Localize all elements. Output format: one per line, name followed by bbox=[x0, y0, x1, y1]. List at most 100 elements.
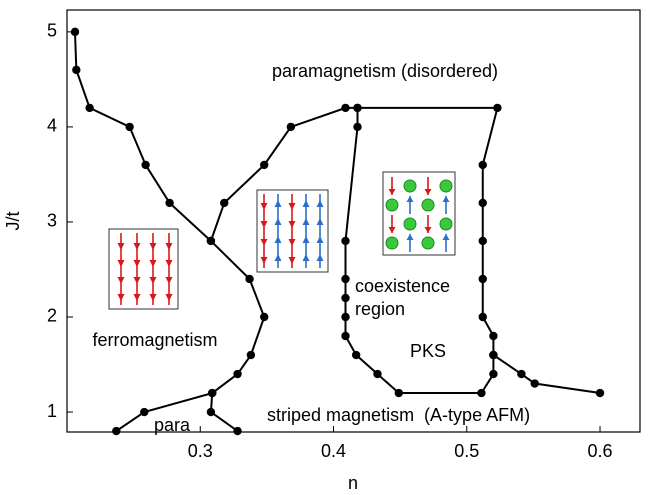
data-point bbox=[125, 122, 134, 132]
arrow-head bbox=[260, 257, 268, 264]
x-tick-label: 0.6 bbox=[588, 441, 613, 461]
data-point bbox=[517, 369, 526, 379]
annotation: para bbox=[154, 415, 191, 435]
atom bbox=[385, 198, 399, 212]
arrow-head bbox=[406, 196, 414, 202]
arrow-head bbox=[117, 277, 125, 284]
atom bbox=[439, 179, 453, 193]
data-point bbox=[530, 379, 539, 388]
data-point bbox=[478, 274, 487, 284]
y-tick-label: 1 bbox=[47, 401, 57, 421]
data-point bbox=[373, 369, 382, 379]
data-point bbox=[477, 388, 486, 398]
arrow-head bbox=[302, 200, 310, 207]
x-tick-label: 0.5 bbox=[454, 441, 479, 461]
phase-boundary bbox=[492, 354, 601, 395]
arrow-head bbox=[117, 260, 125, 267]
arrow-head bbox=[288, 239, 296, 246]
data-point bbox=[478, 312, 487, 322]
arrow-head bbox=[260, 203, 268, 210]
spin-arrow bbox=[406, 196, 414, 214]
arrow-head bbox=[274, 218, 282, 225]
data-point bbox=[141, 160, 150, 170]
spin-arrow bbox=[388, 177, 396, 195]
data-point bbox=[341, 331, 350, 341]
annotation: ferromagnetism bbox=[92, 330, 217, 350]
data-point bbox=[353, 122, 362, 132]
data-point bbox=[493, 103, 502, 113]
arrow-head bbox=[316, 200, 324, 207]
y-tick-label: 3 bbox=[47, 211, 57, 231]
data-point bbox=[233, 426, 242, 436]
arrow-head bbox=[302, 236, 310, 243]
arrow-head bbox=[149, 277, 157, 284]
data-point bbox=[394, 388, 404, 398]
annotation: striped magnetism (A-type AFM) bbox=[267, 405, 530, 425]
arrow-head bbox=[424, 189, 432, 195]
phase-boundary bbox=[73, 31, 266, 432]
data-point bbox=[246, 350, 256, 360]
data-point bbox=[341, 293, 350, 303]
data-point bbox=[595, 388, 605, 398]
arrow-head bbox=[442, 196, 450, 202]
annotation: region bbox=[355, 299, 405, 319]
arrow-head bbox=[260, 221, 268, 228]
arrow-head bbox=[302, 254, 310, 261]
arrow-head bbox=[149, 243, 157, 250]
y-tick-label: 4 bbox=[47, 116, 57, 136]
arrow-head bbox=[288, 203, 296, 210]
arrow-head bbox=[274, 254, 282, 261]
data-point bbox=[341, 236, 350, 246]
spin-arrow bbox=[406, 234, 414, 252]
arrow-head bbox=[288, 257, 296, 264]
arrow-head bbox=[165, 260, 173, 267]
arrow-head bbox=[316, 236, 324, 243]
data-point bbox=[112, 426, 121, 436]
plot-frame bbox=[66, 9, 641, 433]
atom bbox=[421, 236, 435, 250]
data-point bbox=[260, 160, 269, 170]
arrow-head bbox=[133, 260, 141, 267]
y-tick-label: 5 bbox=[47, 21, 57, 41]
data-point bbox=[206, 407, 216, 417]
data-point bbox=[341, 312, 350, 322]
arrow-head bbox=[406, 234, 414, 240]
phase-boundary bbox=[209, 106, 499, 356]
annotation: coexistence bbox=[355, 276, 450, 296]
arrow-head bbox=[133, 294, 141, 301]
data-point bbox=[72, 65, 81, 75]
y-tick-label: 2 bbox=[47, 306, 57, 326]
data-point bbox=[286, 122, 296, 132]
data-point bbox=[233, 369, 242, 379]
atom bbox=[403, 179, 417, 193]
arrow-head bbox=[288, 221, 296, 228]
arrow-head bbox=[149, 260, 157, 267]
data-point bbox=[489, 350, 498, 360]
atom bbox=[385, 236, 399, 250]
arrow-head bbox=[388, 227, 396, 233]
data-point bbox=[351, 350, 361, 360]
data-point bbox=[165, 198, 174, 208]
annotation: PKS bbox=[410, 341, 446, 361]
arrow-head bbox=[302, 218, 310, 225]
data-point bbox=[341, 274, 350, 284]
data-point bbox=[70, 27, 80, 37]
arrow-head bbox=[165, 243, 173, 250]
arrow-head bbox=[388, 189, 396, 195]
arrow-head bbox=[117, 243, 125, 250]
arrow-head bbox=[133, 243, 141, 250]
arrow-head bbox=[117, 294, 125, 301]
data-point bbox=[353, 103, 362, 113]
atom bbox=[403, 217, 417, 231]
arrow-head bbox=[316, 254, 324, 261]
y-axis-label: J/t bbox=[3, 211, 23, 230]
arrow-head bbox=[165, 277, 173, 284]
arrow-head bbox=[274, 200, 282, 207]
spin-arrow bbox=[424, 215, 432, 233]
data-point bbox=[85, 103, 94, 113]
atom bbox=[421, 198, 435, 212]
arrow-head bbox=[260, 239, 268, 246]
arrow-head bbox=[133, 277, 141, 284]
data-point bbox=[478, 236, 487, 246]
